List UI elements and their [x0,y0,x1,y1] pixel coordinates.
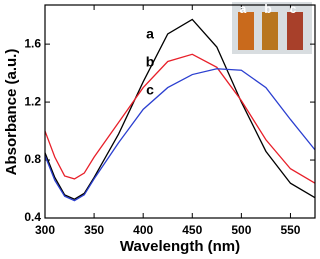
plot-frame [44,4,316,219]
vial [287,12,303,50]
y-tick-label: 0.8 [24,152,41,166]
x-tick-label: 550 [280,223,300,237]
y-tick-label: 0.4 [24,210,41,224]
series-label: b [146,54,155,70]
series-label: a [146,26,154,42]
series-line [44,68,316,202]
y-tick-label: 1.2 [24,94,41,108]
x-tick-label: 400 [133,223,153,237]
inset-label: c [290,2,297,16]
x-axis-label: Wavelength (nm) [120,238,240,255]
x-tick-label: 300 [35,223,55,237]
inset-photo [232,2,312,54]
y-tick-label: 1.6 [24,36,41,50]
inset-label: b [264,2,271,16]
x-tick-label: 450 [182,223,202,237]
vial [262,12,278,50]
inset-label: a [240,2,247,16]
x-tick-label: 500 [231,223,251,237]
x-tick-label: 350 [84,223,104,237]
series-label: c [146,82,154,98]
y-axis-label: Absorbance (a.u.) [3,49,20,176]
series-line [44,53,316,184]
vial [238,12,254,50]
series-line [44,18,316,200]
